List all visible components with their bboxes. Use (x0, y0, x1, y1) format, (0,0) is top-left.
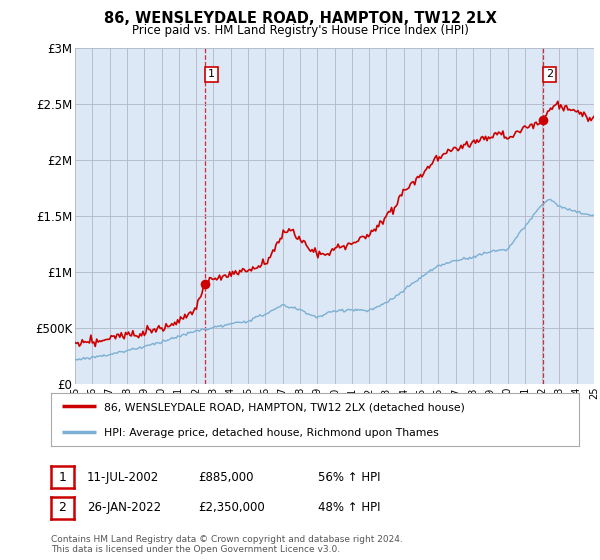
Text: 1: 1 (58, 470, 67, 484)
Text: Price paid vs. HM Land Registry's House Price Index (HPI): Price paid vs. HM Land Registry's House … (131, 24, 469, 36)
Text: 2: 2 (58, 501, 67, 515)
Text: 86, WENSLEYDALE ROAD, HAMPTON, TW12 2LX (detached house): 86, WENSLEYDALE ROAD, HAMPTON, TW12 2LX … (104, 403, 464, 413)
Text: HPI: Average price, detached house, Richmond upon Thames: HPI: Average price, detached house, Rich… (104, 428, 439, 438)
Text: 1: 1 (208, 69, 215, 80)
Text: 48% ↑ HPI: 48% ↑ HPI (318, 501, 380, 515)
Text: 86, WENSLEYDALE ROAD, HAMPTON, TW12 2LX: 86, WENSLEYDALE ROAD, HAMPTON, TW12 2LX (104, 11, 496, 26)
Text: £885,000: £885,000 (198, 470, 254, 484)
Text: 11-JUL-2002: 11-JUL-2002 (87, 470, 159, 484)
Text: 2: 2 (546, 69, 553, 80)
Text: Contains HM Land Registry data © Crown copyright and database right 2024.
This d: Contains HM Land Registry data © Crown c… (51, 535, 403, 554)
Text: 26-JAN-2022: 26-JAN-2022 (87, 501, 161, 515)
Text: 56% ↑ HPI: 56% ↑ HPI (318, 470, 380, 484)
Text: £2,350,000: £2,350,000 (198, 501, 265, 515)
